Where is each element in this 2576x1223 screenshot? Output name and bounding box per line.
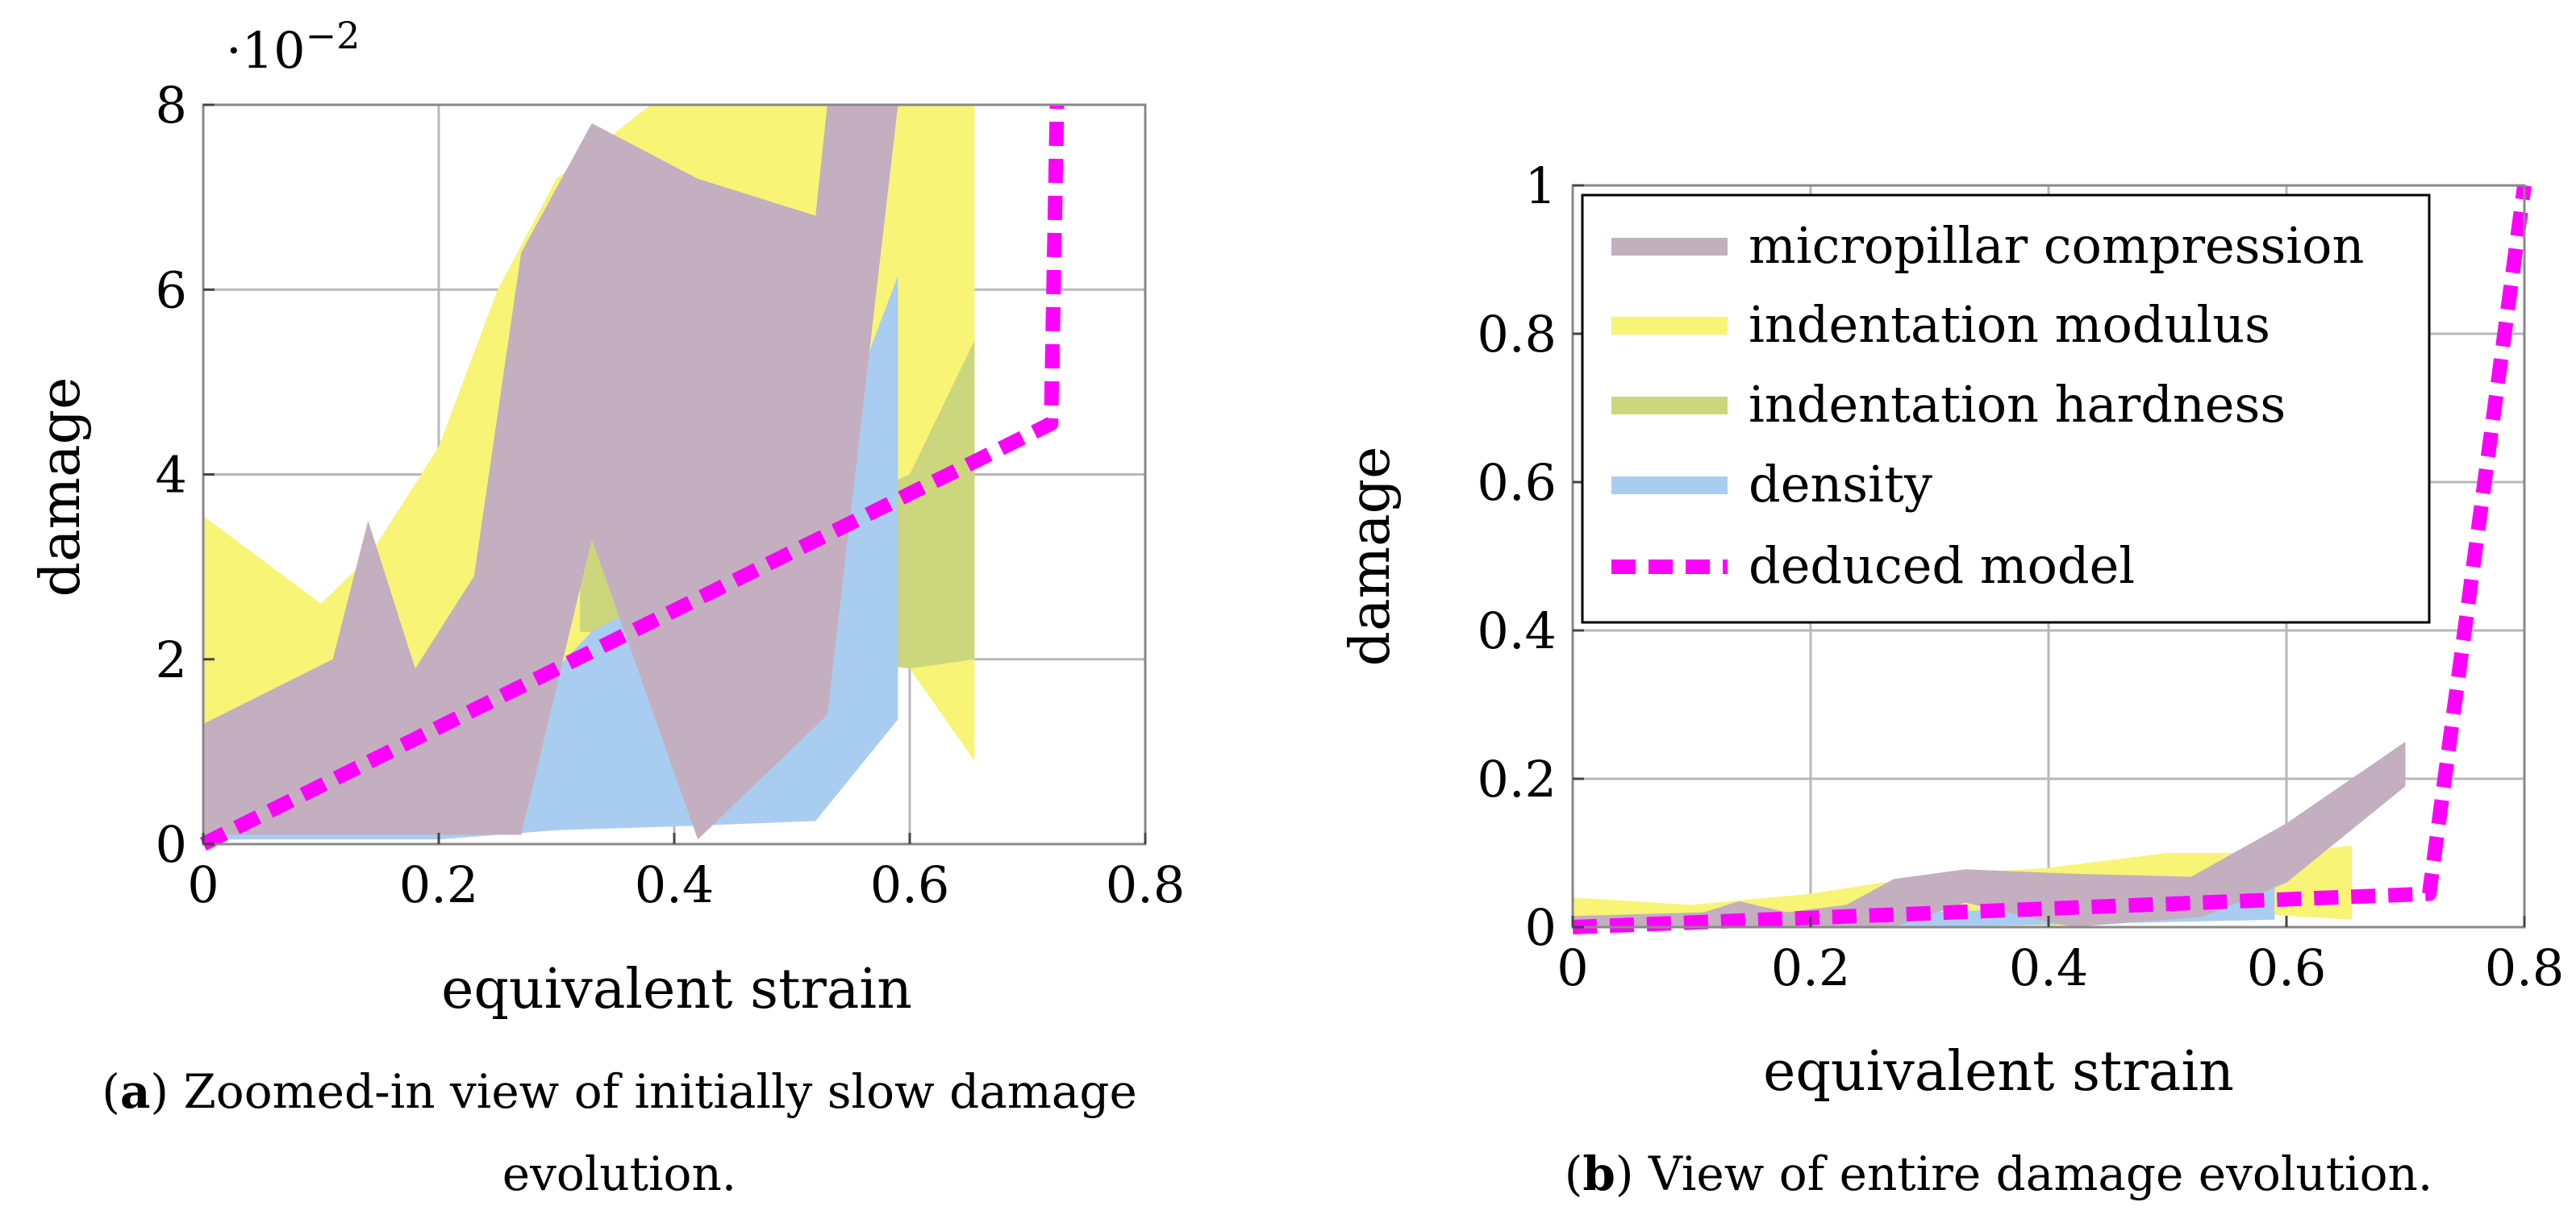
panel-a-caption-line-2: evolution.: [502, 1146, 736, 1201]
panel-b-bands: [1573, 742, 2406, 927]
panel-b-y-ticks: 0 0.2 0.4 0.6 0.8 1: [1477, 156, 1584, 957]
panel-a-x-label: equivalent strain: [441, 958, 912, 1021]
panel-b-y-tick-label-4: 0.8: [1477, 305, 1557, 364]
legend-entry-modulus: indentation modulus: [1611, 295, 2270, 354]
panel-b-y-tick-label-1: 0.2: [1477, 750, 1557, 809]
panel-b-caption-label: b: [1582, 1146, 1615, 1201]
legend-entry-micropillar: micropillar compression: [1611, 216, 2364, 275]
panel-b: 0 0.2 0.4 0.6 0.8 0 0.2 0.4 0.6 0.8 1 equivalent …: [1339, 156, 2564, 1201]
panel-a-y-tick-label-0: 0: [156, 815, 187, 874]
panel-b-x-tick-label-4: 0.8: [2485, 938, 2565, 997]
panel-b-x-ticks: 0 0.2 0.4 0.6 0.8: [1557, 916, 2564, 997]
panel-a-caption-line-1: (a) Zoomed-in view of initially slow dam…: [102, 1064, 1137, 1119]
panel-b-x-tick-label-2: 0.4: [2009, 938, 2089, 997]
panel-a-caption-text: ) Zoomed-in view of initially slow damag…: [150, 1064, 1136, 1119]
panel-b-x-tick-label-1: 0.2: [1771, 938, 1851, 997]
panel-b-model: [1572, 184, 2532, 934]
panel-a-y-tick-label-4: 8: [156, 76, 187, 135]
panel-a-bands: [203, 105, 975, 840]
panel-b-y-tick-label-5: 1: [1525, 156, 1557, 215]
panel-a-y-scale-base: ·10: [226, 21, 306, 80]
panel-a-x-tick-label-4: 0.8: [1106, 855, 1186, 914]
panel-a-y-ticks: 0 2 4 6 8: [156, 76, 215, 874]
panel-a-y-scale: ·10−2: [226, 14, 360, 80]
panel-a-x-tick-label-2: 0.4: [635, 855, 715, 914]
panel-b-y-label: damage: [1339, 447, 1403, 667]
legend-label-density: density: [1749, 455, 1932, 514]
panel-b-legend: micropillar compression indentation modu…: [1581, 193, 2431, 624]
legend-entry-model: deduced model: [1611, 536, 2135, 595]
panel-a-model: [199, 104, 1065, 851]
panel-a-y-tick-label-2: 4: [156, 446, 187, 505]
panel-a-y-tick-label-1: 2: [156, 630, 187, 689]
panel-a: 0 0.2 0.4 0.6 0.8 0 2 4 6 8 ·10−2 equivalent str…: [29, 14, 1185, 1201]
legend-label-micropillar: micropillar compression: [1749, 216, 2364, 275]
panel-a-band-micropillar-compression: [203, 105, 898, 840]
panel-a-x-ticks: 0 0.2 0.4 0.6 0.8: [187, 833, 1185, 914]
panel-a-x-tick-label-0: 0: [187, 855, 219, 914]
panel-a-x-tick-label-1: 0.2: [399, 855, 479, 914]
panel-b-caption-text: ) View of entire damage evolution.: [1615, 1146, 2432, 1201]
panel-a-y-scale-exp: −2: [306, 14, 361, 57]
panel-b-series-deduced-model: [1572, 184, 2532, 934]
panel-b-y-tick-label-2: 0.4: [1477, 601, 1557, 660]
panel-a-series-deduced-model: [199, 104, 1065, 851]
legend-label-modulus: indentation modulus: [1749, 295, 2270, 354]
panel-b-band-micropillar-compression: [1573, 742, 2406, 927]
panel-a-caption-label: a: [120, 1064, 151, 1119]
legend-label-model: deduced model: [1749, 536, 2135, 595]
panel-b-x-tick-label-0: 0: [1557, 938, 1588, 997]
panel-a-y-label: damage: [29, 377, 93, 597]
legend-entry-density: density: [1611, 455, 1932, 514]
legend-label-hardness: indentation hardness: [1749, 375, 2286, 434]
panel-a-y-tick-label-3: 6: [156, 260, 187, 319]
panel-b-y-tick-label-3: 0.6: [1477, 453, 1557, 512]
panel-b-x-tick-label-3: 0.6: [2247, 938, 2327, 997]
panel-a-x-tick-label-3: 0.6: [870, 855, 950, 914]
legend-entry-hardness: indentation hardness: [1611, 375, 2286, 434]
panel-b-y-tick-label-0: 0: [1525, 898, 1557, 957]
panel-b-caption: (b) View of entire damage evolution.: [1565, 1146, 2433, 1201]
panel-b-x-label: equivalent strain: [1763, 1040, 2234, 1104]
